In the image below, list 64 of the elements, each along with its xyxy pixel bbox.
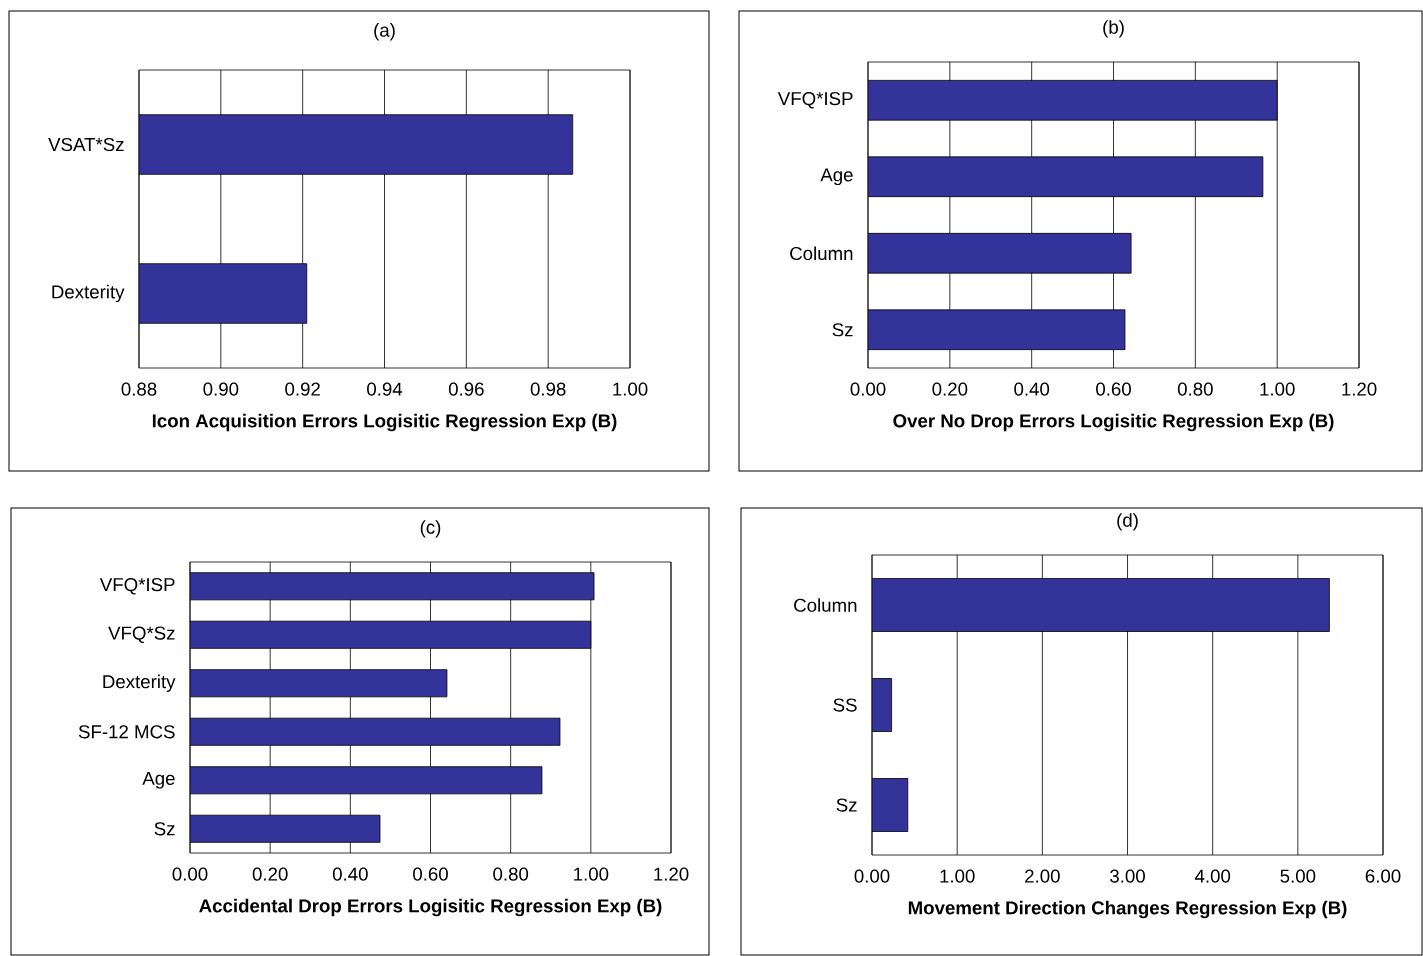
- bar: [868, 79, 1278, 121]
- x-axis-title: Icon Acquisition Errors Logisitic Regression Exp (B): [152, 413, 617, 432]
- bar: [190, 572, 595, 601]
- chart-title: (b): [1103, 20, 1124, 38]
- x-tick-label: 0.80: [1177, 382, 1213, 396]
- x-axis-title: Over No Drop Errors Logisitic Regression Exp (B): [893, 413, 1334, 432]
- x-tick-label: 3.00: [1110, 869, 1145, 883]
- chart-title: (a): [374, 23, 395, 41]
- x-tick-label: 1.00: [940, 869, 975, 883]
- x-tick-label: 0.80: [493, 867, 529, 881]
- x-tick-label: 4.00: [1194, 869, 1231, 883]
- y-tick-label: SS: [833, 698, 857, 712]
- y-tick-label: VFQ*ISP: [99, 577, 175, 595]
- x-tick-label: 0.40: [1014, 382, 1050, 396]
- x-tick-label: 2.00: [1025, 869, 1060, 883]
- bar: [872, 678, 892, 732]
- x-axis-title: Movement Direction Changes Regression Exp (B): [908, 900, 1347, 919]
- x-tick-label: 0.20: [252, 867, 288, 881]
- bar: [190, 717, 561, 746]
- chart-title: (d): [1117, 513, 1138, 531]
- x-tick-label: 0.00: [172, 867, 208, 881]
- bar: [190, 814, 381, 843]
- chart-title: (c): [420, 520, 441, 538]
- y-tick-label: SF-12 MCS: [78, 725, 175, 739]
- y-tick-label: VFQ*Sz: [108, 626, 175, 644]
- x-tick-label: 0.98: [530, 382, 566, 396]
- bar: [868, 232, 1132, 274]
- x-tick-label: 0.94: [367, 382, 403, 396]
- x-tick-label: 1.20: [654, 867, 689, 881]
- x-tick-label: 0.00: [854, 869, 890, 883]
- bar: [868, 309, 1126, 351]
- x-tick-label: 0.92: [285, 382, 320, 396]
- bar: [872, 778, 909, 832]
- x-tick-label: 6.00: [1365, 869, 1401, 883]
- x-tick-label: 0.96: [448, 382, 484, 396]
- bar: [190, 766, 543, 795]
- x-tick-label: 0.20: [932, 382, 968, 396]
- x-axis-title: Accidental Drop Errors Logisitic Regression Exp (B): [199, 898, 662, 917]
- y-tick-label: Column: [794, 598, 857, 612]
- x-tick-label: 5.00: [1280, 869, 1316, 883]
- y-tick-label: Age: [820, 168, 853, 186]
- x-tick-label: 1.00: [613, 382, 648, 396]
- x-tick-label: 0.40: [332, 867, 368, 881]
- bar: [190, 620, 592, 649]
- y-tick-label: Column: [790, 246, 853, 261]
- y-tick-label: VFQ*ISP: [777, 91, 853, 109]
- y-tick-label: Sz: [832, 323, 853, 337]
- y-tick-label: Age: [142, 771, 175, 789]
- y-tick-label: VSAT*Sz: [48, 137, 124, 152]
- x-tick-label: 0.60: [413, 867, 448, 881]
- x-tick-label: 1.20: [1342, 382, 1377, 396]
- x-tick-label: 1.00: [1260, 382, 1295, 396]
- bar: [190, 669, 448, 698]
- x-tick-label: 1.00: [574, 867, 609, 881]
- x-tick-label: 0.90: [203, 382, 239, 396]
- bar: [872, 578, 1330, 632]
- y-tick-label: Dexterity: [52, 284, 125, 303]
- x-tick-label: 0.00: [850, 382, 886, 396]
- y-tick-label: Sz: [154, 822, 175, 836]
- bar: [868, 156, 1264, 198]
- x-tick-label: 0.88: [121, 382, 157, 396]
- x-tick-label: 0.60: [1096, 382, 1131, 396]
- y-tick-label: Dexterity: [103, 674, 176, 692]
- y-tick-label: Sz: [836, 798, 857, 812]
